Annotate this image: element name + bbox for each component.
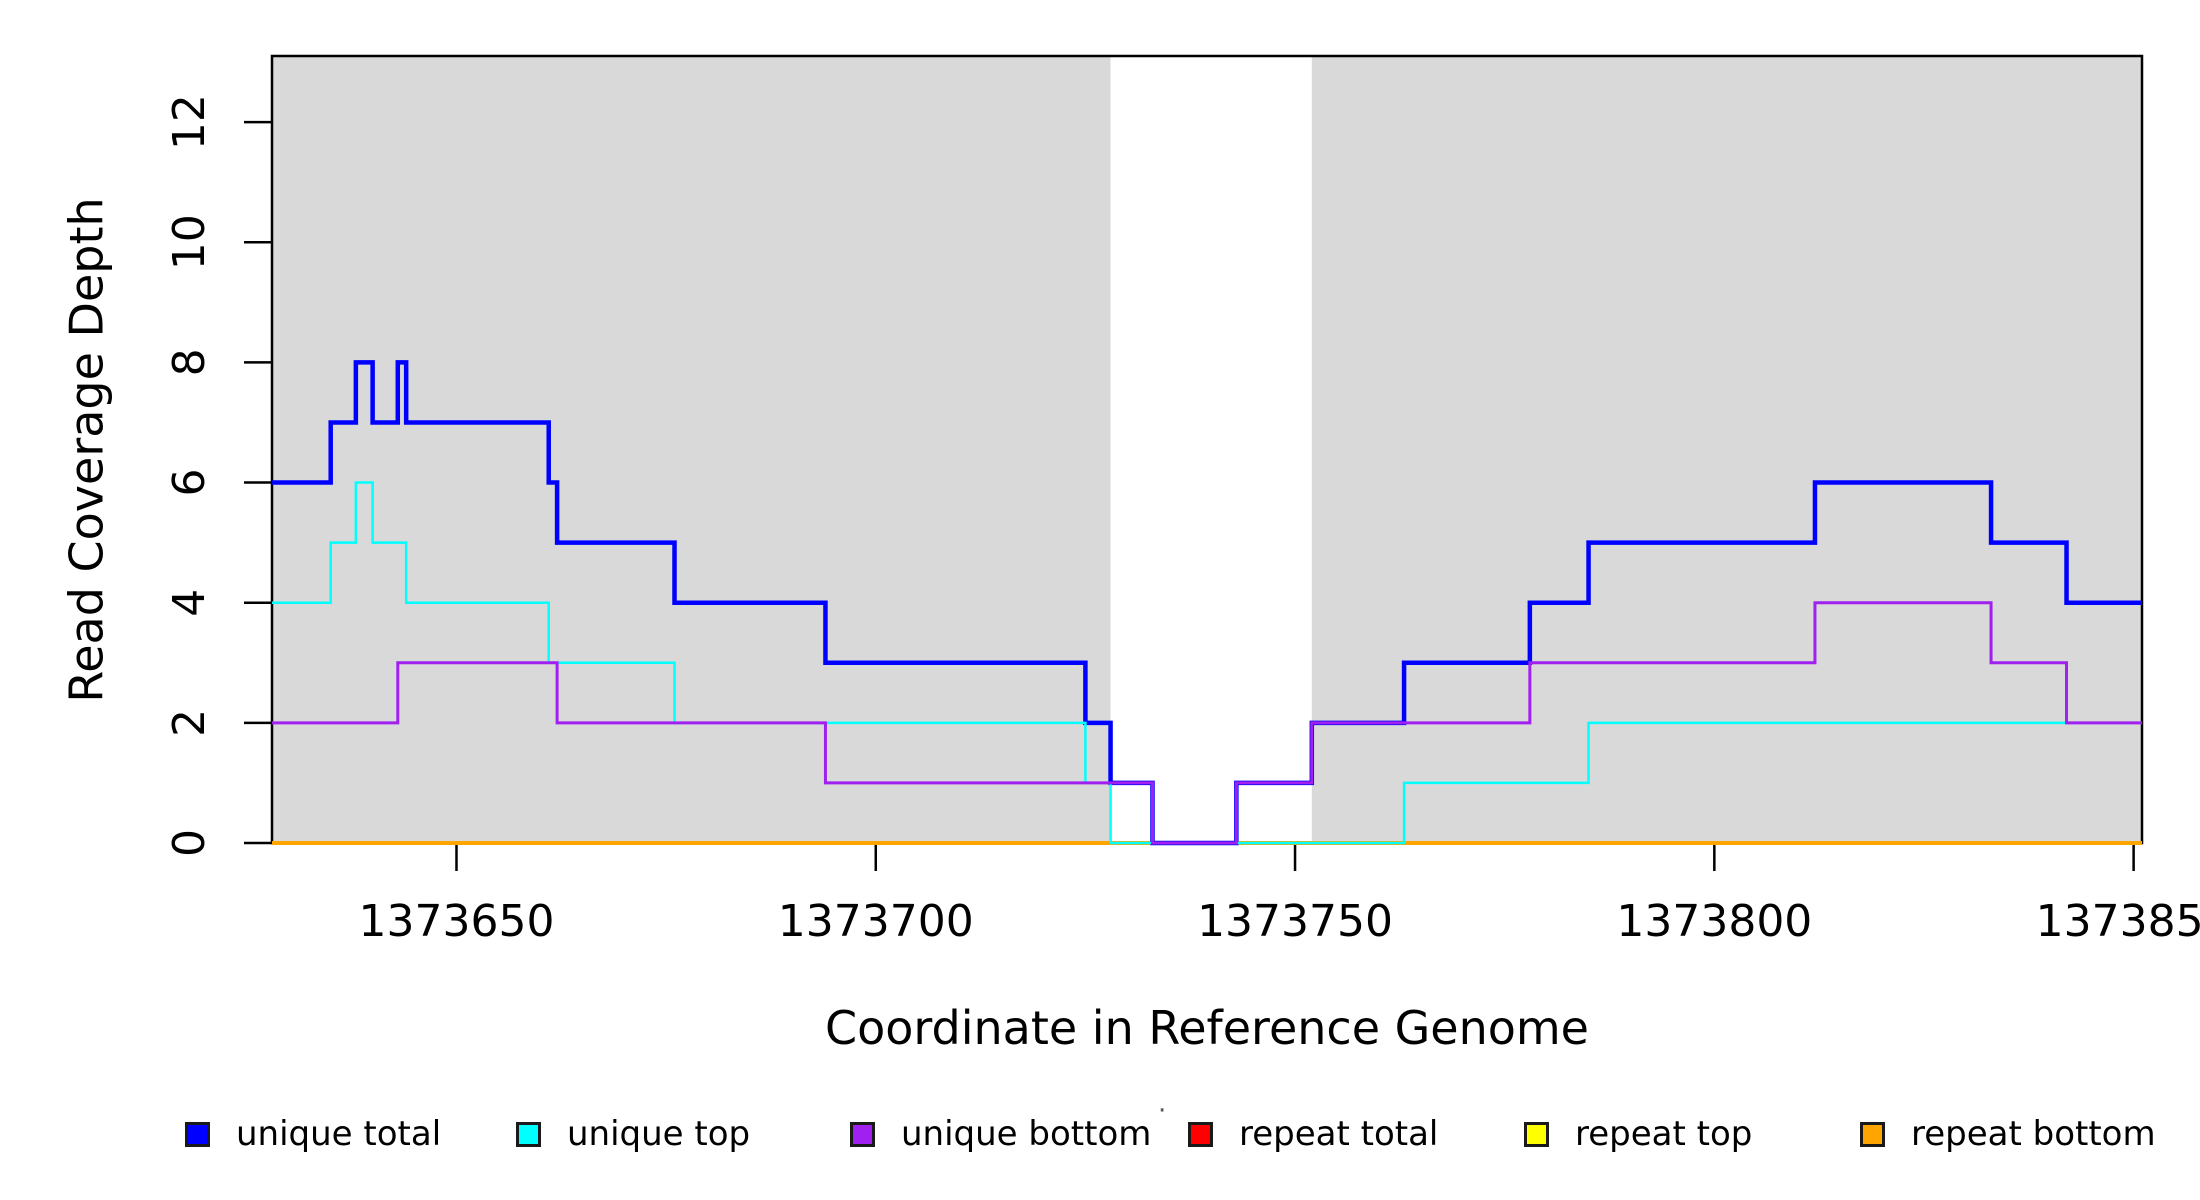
legend-swatch-repeat-top bbox=[1524, 1121, 1549, 1147]
y-tick-label: 2 bbox=[164, 709, 215, 737]
x-tick-label: 1373800 bbox=[1616, 896, 1812, 947]
legend-item-unique-top: unique top bbox=[516, 1108, 750, 1160]
series-unique-total bbox=[272, 360, 2142, 846]
legend-item-repeat-bottom: repeat bottom bbox=[1860, 1108, 2156, 1160]
shaded-region bbox=[272, 56, 1111, 843]
legend-item-repeat-total: repeat total bbox=[1188, 1108, 1438, 1160]
legend-swatch-unique-total bbox=[185, 1121, 210, 1147]
x-tick-label: 1373700 bbox=[778, 896, 974, 947]
shaded-region bbox=[1311, 56, 2142, 843]
legend-item-unique-total: unique total bbox=[185, 1108, 441, 1160]
legend-label: unique bottom bbox=[901, 1114, 1152, 1154]
series-unique-bottom bbox=[272, 601, 2142, 845]
legend-label: repeat top bbox=[1575, 1114, 1753, 1154]
legend-swatch-repeat-total bbox=[1188, 1121, 1213, 1147]
legend-label: unique total bbox=[236, 1114, 442, 1154]
legend: unique total unique top unique bottom repea… bbox=[0, 1108, 2200, 1160]
y-tick-label: 12 bbox=[164, 94, 215, 150]
data-series bbox=[272, 360, 2142, 846]
y-tick-label: 8 bbox=[164, 348, 215, 376]
series-unique-top bbox=[272, 481, 2142, 845]
x-tick-label: 1373650 bbox=[358, 896, 554, 947]
y-tick-label: 0 bbox=[164, 829, 215, 857]
legend-label: repeat total bbox=[1239, 1114, 1439, 1154]
legend-swatch-repeat-bottom bbox=[1860, 1121, 1885, 1147]
legend-item-repeat-top: repeat top bbox=[1524, 1108, 1752, 1160]
y-axis: 0 2 4 6 8 10 12 bbox=[164, 94, 272, 857]
x-axis-title: Coordinate in Reference Genome bbox=[825, 1001, 1589, 1055]
stray-mark: · bbox=[1158, 1096, 1167, 1126]
legend-swatch-unique-bottom bbox=[850, 1121, 875, 1147]
y-tick-label: 4 bbox=[164, 589, 215, 617]
legend-item-unique-bottom: unique bottom bbox=[850, 1108, 1151, 1160]
y-tick-label: 10 bbox=[164, 214, 215, 270]
x-tick-label: 1373750 bbox=[1197, 896, 1393, 947]
y-tick-label: 6 bbox=[164, 469, 215, 497]
legend-label: repeat bottom bbox=[1911, 1114, 2156, 1154]
masked-region-shading bbox=[272, 56, 2142, 843]
legend-swatch-unique-top bbox=[516, 1121, 541, 1147]
y-axis-title: Read Coverage Depth bbox=[60, 197, 114, 702]
legend-label: unique top bbox=[567, 1114, 751, 1154]
